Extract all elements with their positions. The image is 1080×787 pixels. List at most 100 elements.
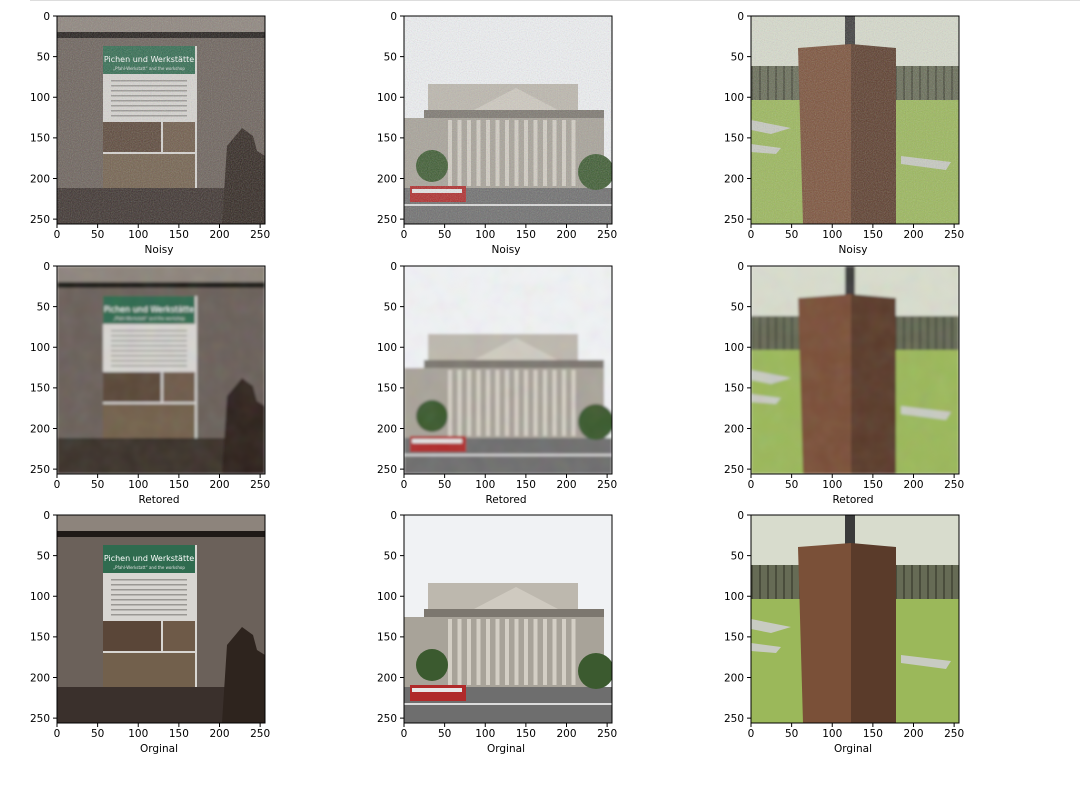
image-neoclassical-building-original bbox=[404, 515, 612, 723]
image-poster-on-wall-original: Pichen und Werkstätte „Pfahl-Werkstatt“ a… bbox=[57, 515, 265, 723]
x-tick-label: 100 bbox=[475, 479, 495, 491]
y-tick-label: 150 bbox=[377, 632, 397, 644]
y-tick-label: 100 bbox=[377, 342, 397, 354]
x-tick-label: 250 bbox=[944, 479, 964, 491]
panel-neoclassical-building-original: 0 50 100 150 200 250 0 50 100 150 200 250 Orginal bbox=[377, 510, 617, 755]
x-tick-label: 0 bbox=[748, 229, 755, 241]
x-tick-label: 50 bbox=[438, 229, 451, 241]
x-tick-label: 50 bbox=[91, 728, 104, 740]
top-divider-line bbox=[30, 0, 1080, 1]
y-tick-label: 150 bbox=[724, 133, 744, 145]
x-tick-label: 150 bbox=[863, 229, 883, 241]
panel-caption: Retored bbox=[485, 494, 526, 506]
panel-frame bbox=[56, 15, 266, 225]
y-tick-label: 200 bbox=[30, 672, 50, 684]
sign-subtext: „Pfahl-Werkstatt“ and the workshop bbox=[113, 565, 185, 570]
x-tick-label: 200 bbox=[903, 229, 923, 241]
y-tick-label: 50 bbox=[37, 550, 50, 562]
panel-neoclassical-building-restored: 0 50 100 150 200 250 0 50 100 150 200 250 Retored bbox=[377, 261, 617, 506]
panel-poster-on-wall-original: Pichen und Werkstätte „Pfahl-Werkstatt“ a… bbox=[30, 510, 270, 755]
y-tick-label: 200 bbox=[377, 423, 397, 435]
panel-frame bbox=[56, 265, 266, 475]
x-tick-label: 150 bbox=[516, 728, 536, 740]
x-tick-label: 0 bbox=[401, 229, 408, 241]
y-tick-label: 100 bbox=[377, 92, 397, 104]
x-tick-label: 150 bbox=[863, 728, 883, 740]
x-tick-label: 200 bbox=[903, 728, 923, 740]
x-tick-label: 150 bbox=[863, 479, 883, 491]
image-rusty-pillar-on-lawn-noisy bbox=[751, 16, 959, 224]
y-tick-label: 200 bbox=[724, 423, 744, 435]
panel-caption: Retored bbox=[832, 494, 873, 506]
y-tick-label: 50 bbox=[384, 301, 397, 313]
x-tick-label: 200 bbox=[556, 229, 576, 241]
x-tick-label: 200 bbox=[209, 728, 229, 740]
x-tick-label: 150 bbox=[516, 479, 536, 491]
y-tick-label: 250 bbox=[30, 713, 50, 725]
y-tick-label: 0 bbox=[737, 510, 744, 522]
y-tick-label: 200 bbox=[724, 173, 744, 185]
y-tick-label: 250 bbox=[377, 214, 397, 226]
x-tick-label: 0 bbox=[54, 479, 61, 491]
panel-caption: Orginal bbox=[140, 743, 178, 755]
panel-caption: Orginal bbox=[487, 743, 525, 755]
x-tick-label: 250 bbox=[597, 728, 617, 740]
x-tick-label: 50 bbox=[785, 229, 798, 241]
y-tick-label: 150 bbox=[377, 383, 397, 395]
x-tick-label: 100 bbox=[475, 229, 495, 241]
y-tick-label: 200 bbox=[377, 173, 397, 185]
panel-caption: Noisy bbox=[839, 244, 868, 256]
y-tick-label: 150 bbox=[30, 632, 50, 644]
x-tick-label: 0 bbox=[748, 479, 755, 491]
x-tick-label: 250 bbox=[944, 728, 964, 740]
image-rusty-pillar-on-lawn-restored bbox=[751, 266, 959, 474]
y-tick-label: 0 bbox=[43, 11, 50, 23]
image-neoclassical-building-restored bbox=[404, 266, 612, 474]
y-tick-label: 150 bbox=[30, 133, 50, 145]
panel-frame bbox=[56, 514, 266, 724]
panel-caption: Retored bbox=[138, 494, 179, 506]
y-tick-label: 250 bbox=[724, 713, 744, 725]
panel-poster-on-wall-noisy: Pichen und Werkstätte„Pfahl-Werkstatt“ a… bbox=[30, 11, 270, 256]
y-tick-label: 200 bbox=[377, 672, 397, 684]
y-tick-label: 150 bbox=[724, 383, 744, 395]
y-tick-label: 250 bbox=[30, 464, 50, 476]
image-poster-on-wall-noisy: Pichen und Werkstätte„Pfahl-Werkstatt“ a… bbox=[57, 16, 265, 224]
x-tick-label: 150 bbox=[516, 229, 536, 241]
y-tick-label: 0 bbox=[390, 510, 397, 522]
panel-rusty-pillar-on-lawn-noisy: 0 50 100 150 200 250 0 50 100 150 200 250 Noisy bbox=[724, 11, 964, 256]
panel-neoclassical-building-noisy: 0 50 100 150 200 250 0 50 100 150 200 250 Noisy bbox=[377, 11, 617, 256]
x-tick-label: 150 bbox=[169, 229, 189, 241]
x-tick-label: 250 bbox=[597, 479, 617, 491]
y-tick-label: 100 bbox=[30, 342, 50, 354]
panel-caption: Orginal bbox=[834, 743, 872, 755]
panel-rusty-pillar-on-lawn-restored: 0 50 100 150 200 250 0 50 100 150 200 250 Retored bbox=[724, 261, 964, 506]
y-tick-label: 0 bbox=[737, 11, 744, 23]
y-tick-label: 100 bbox=[724, 342, 744, 354]
y-tick-label: 150 bbox=[724, 632, 744, 644]
image-neoclassical-building-noisy bbox=[404, 16, 612, 224]
y-tick-label: 250 bbox=[724, 464, 744, 476]
y-tick-label: 0 bbox=[737, 261, 744, 273]
x-tick-label: 0 bbox=[401, 728, 408, 740]
y-tick-label: 50 bbox=[731, 51, 744, 63]
y-tick-label: 50 bbox=[37, 301, 50, 313]
panel-caption: Noisy bbox=[492, 244, 521, 256]
x-tick-label: 100 bbox=[128, 728, 148, 740]
y-tick-label: 200 bbox=[724, 672, 744, 684]
x-tick-label: 0 bbox=[748, 728, 755, 740]
y-tick-label: 250 bbox=[377, 713, 397, 725]
x-tick-label: 200 bbox=[556, 479, 576, 491]
y-tick-label: 50 bbox=[37, 51, 50, 63]
panel-frame bbox=[403, 265, 613, 475]
x-tick-label: 200 bbox=[556, 728, 576, 740]
y-tick-label: 50 bbox=[384, 51, 397, 63]
y-tick-label: 100 bbox=[30, 92, 50, 104]
y-tick-label: 100 bbox=[724, 591, 744, 603]
x-tick-label: 50 bbox=[438, 728, 451, 740]
y-tick-label: 150 bbox=[30, 383, 50, 395]
panel-frame bbox=[403, 15, 613, 225]
y-tick-label: 0 bbox=[43, 510, 50, 522]
x-tick-label: 250 bbox=[250, 229, 270, 241]
